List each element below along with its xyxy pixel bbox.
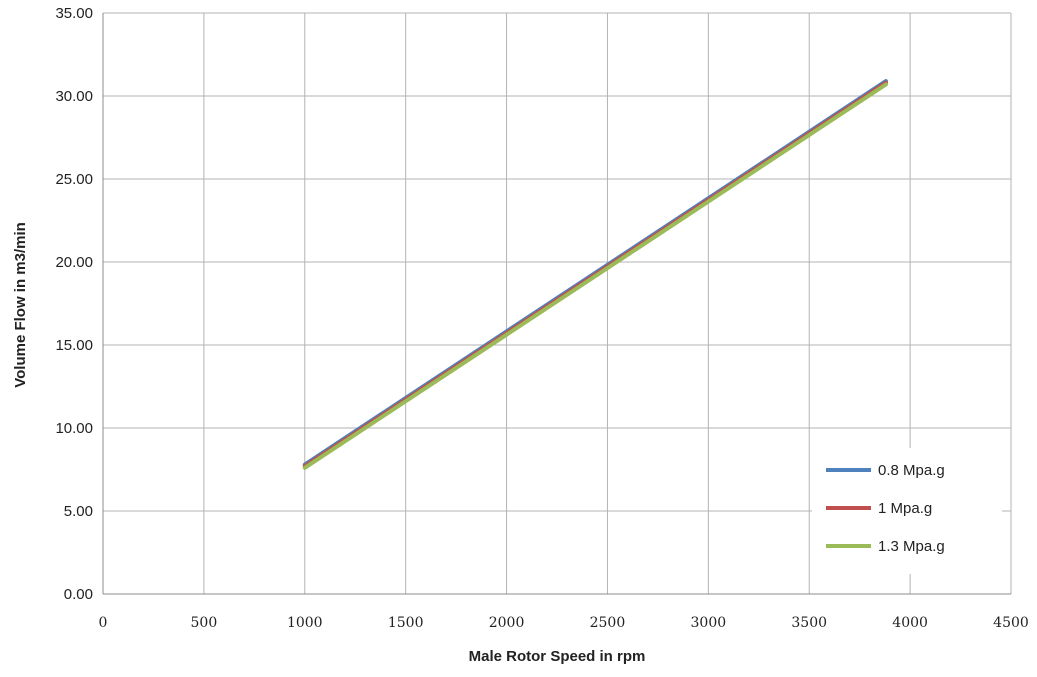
x-tick-label: 1500 <box>388 615 424 631</box>
y-axis-title: Volume Flow in m3/min <box>12 222 29 388</box>
y-tick-label: 20.00 <box>55 254 93 271</box>
x-tick-label: 3000 <box>691 615 727 631</box>
y-tick-label: 5.00 <box>64 503 93 520</box>
y-tick-label: 30.00 <box>55 88 93 105</box>
x-tick-label: 0 <box>99 615 108 631</box>
y-tick-label: 25.00 <box>55 171 93 188</box>
x-tick-label: 2500 <box>590 615 626 631</box>
legend: 0.8 Mpa.g 1 Mpa.g 1.3 Mpa.g <box>812 448 1002 574</box>
y-tick-label: 15.00 <box>55 337 93 354</box>
x-tick-label: 2000 <box>489 615 525 631</box>
legend-label-0: 0.8 Mpa.g <box>878 462 945 479</box>
x-tick-label: 4000 <box>892 615 928 631</box>
series-lines <box>302 79 888 470</box>
axes: 0 500 1000 1500 2000 2500 3000 3500 4000 4500 0.00… <box>55 5 1028 631</box>
series-line-2 <box>302 82 888 470</box>
x-tick-label: 3500 <box>791 615 827 631</box>
legend-label-1: 1 Mpa.g <box>878 500 932 517</box>
legend-label-2: 1.3 Mpa.g <box>878 538 945 555</box>
y-tick-label: 10.00 <box>55 420 93 437</box>
x-tick-label: 4500 <box>993 615 1029 631</box>
x-tick-label: 1000 <box>287 615 323 631</box>
y-tick-label: 0.00 <box>64 586 93 603</box>
x-tick-label: 500 <box>191 615 218 631</box>
x-axis-title: Male Rotor Speed in rpm <box>469 648 646 665</box>
y-tick-label: 35.00 <box>55 5 93 22</box>
